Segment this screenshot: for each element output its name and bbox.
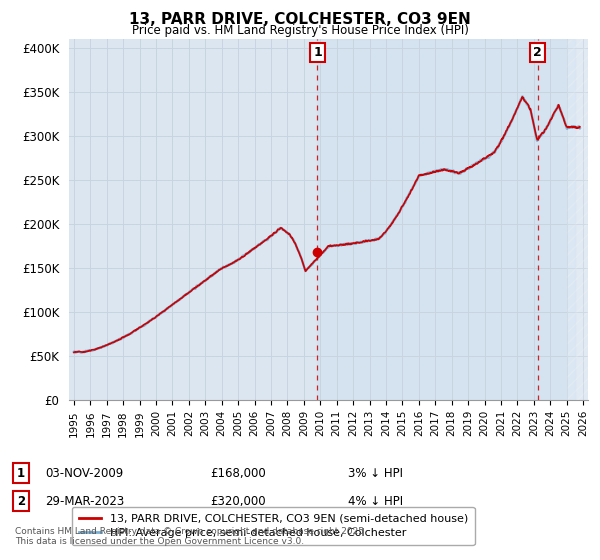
Text: 1: 1 — [313, 46, 322, 59]
Text: 29-MAR-2023: 29-MAR-2023 — [45, 494, 124, 508]
Text: 3% ↓ HPI: 3% ↓ HPI — [348, 466, 403, 480]
Text: £320,000: £320,000 — [210, 494, 266, 508]
Legend: 13, PARR DRIVE, COLCHESTER, CO3 9EN (semi-detached house), HPI: Average price, s: 13, PARR DRIVE, COLCHESTER, CO3 9EN (sem… — [72, 507, 475, 545]
Text: 1: 1 — [17, 466, 25, 480]
Text: 13, PARR DRIVE, COLCHESTER, CO3 9EN: 13, PARR DRIVE, COLCHESTER, CO3 9EN — [129, 12, 471, 27]
Bar — [566, 39, 588, 400]
Bar — [317, 39, 575, 400]
Text: 4% ↓ HPI: 4% ↓ HPI — [348, 494, 403, 508]
Text: £168,000: £168,000 — [210, 466, 266, 480]
Text: 2: 2 — [17, 494, 25, 508]
Text: Price paid vs. HM Land Registry's House Price Index (HPI): Price paid vs. HM Land Registry's House … — [131, 24, 469, 37]
Text: Contains HM Land Registry data © Crown copyright and database right 2025.
This d: Contains HM Land Registry data © Crown c… — [15, 526, 367, 546]
Text: 2: 2 — [533, 46, 542, 59]
Text: 03-NOV-2009: 03-NOV-2009 — [45, 466, 123, 480]
